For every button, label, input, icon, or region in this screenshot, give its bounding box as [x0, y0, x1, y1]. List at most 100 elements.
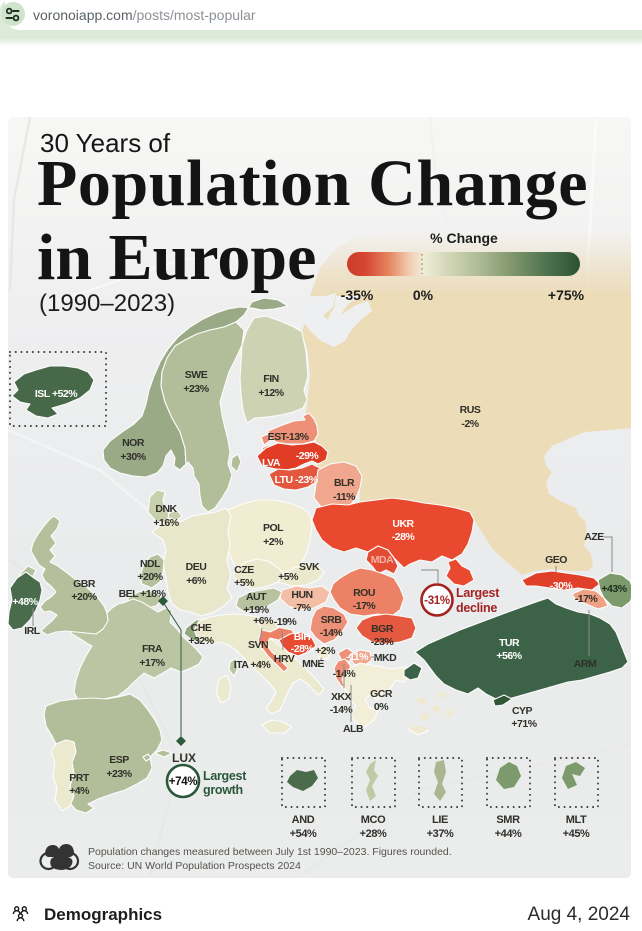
svg-text:HRV: HRV — [274, 653, 295, 665]
svg-text:ALB: ALB — [343, 723, 364, 735]
svg-text:FRA: FRA — [142, 643, 163, 655]
svg-text:MLT: MLT — [566, 814, 587, 826]
svg-text:BGR: BGR — [371, 623, 394, 635]
svg-text:-7%: -7% — [293, 602, 311, 614]
svg-text:+71%: +71% — [511, 718, 537, 730]
svg-text:+48%: +48% — [12, 596, 38, 608]
svg-text:Source: UN World Population Pr: Source: UN World Population Prospects 20… — [88, 860, 301, 872]
svg-text:-29%: -29% — [296, 450, 320, 462]
svg-text:-30%: -30% — [550, 580, 574, 592]
svg-text:XKX: XKX — [331, 691, 352, 703]
svg-text:-35%: -35% — [341, 287, 374, 303]
svg-text:AUT: AUT — [246, 591, 267, 603]
svg-text:+4%: +4% — [69, 785, 90, 797]
svg-text:ROU: ROU — [353, 587, 375, 599]
svg-text:-28%: -28% — [291, 643, 315, 655]
svg-text:-14%: -14% — [320, 627, 344, 639]
svg-text:+17%: +17% — [139, 657, 165, 669]
svg-text:ISL +52%: ISL +52% — [35, 388, 78, 400]
svg-text:LTU -23%: LTU -23% — [274, 474, 318, 486]
svg-text:LVA: LVA — [262, 457, 281, 469]
svg-text:CZE: CZE — [234, 564, 254, 576]
svg-text:SMR: SMR — [496, 814, 520, 826]
svg-text:+54%: +54% — [290, 828, 317, 840]
svg-text:+30%: +30% — [120, 451, 146, 463]
svg-text:+32%: +32% — [188, 635, 214, 647]
svg-text:ARM: ARM — [574, 658, 597, 670]
svg-text:+20%: +20% — [137, 571, 163, 583]
svg-text:+6%: +6% — [253, 615, 274, 627]
svg-text:+23%: +23% — [106, 768, 132, 780]
svg-text:+5%: +5% — [234, 577, 255, 589]
svg-text:NOR: NOR — [122, 437, 145, 449]
svg-text:-11%: -11% — [346, 651, 369, 663]
svg-text:+45%: +45% — [563, 828, 590, 840]
svg-text:Largest: Largest — [203, 769, 247, 783]
svg-text:CHE: CHE — [191, 622, 212, 634]
svg-text:+56%: +56% — [496, 650, 522, 662]
svg-text:+44%: +44% — [495, 828, 522, 840]
svg-text:+23%: +23% — [183, 383, 209, 395]
svg-text:+74%: +74% — [169, 776, 198, 788]
svg-text:FIN: FIN — [263, 373, 278, 385]
svg-text:0%: 0% — [413, 287, 434, 303]
svg-text:(1990–2023): (1990–2023) — [39, 290, 175, 317]
svg-text:SVK: SVK — [299, 561, 320, 573]
svg-text:+16%: +16% — [153, 517, 179, 529]
svg-text:MKD: MKD — [374, 652, 397, 664]
svg-text:POL: POL — [263, 522, 284, 534]
svg-text:PRT: PRT — [69, 772, 90, 784]
svg-text:SRB: SRB — [321, 614, 343, 626]
svg-text:SWE: SWE — [185, 369, 208, 381]
svg-text:in Europe: in Europe — [37, 221, 316, 294]
svg-text:ESP: ESP — [109, 754, 129, 766]
svg-text:-19%: -19% — [274, 616, 298, 628]
svg-text:+12%: +12% — [258, 387, 284, 399]
svg-text:UKR: UKR — [392, 518, 414, 530]
svg-text:DNK: DNK — [155, 503, 177, 515]
svg-text:GEO: GEO — [545, 554, 567, 566]
svg-text:HUN: HUN — [291, 589, 312, 601]
svg-text:ITA +4%: ITA +4% — [234, 659, 272, 671]
svg-text:0%: 0% — [374, 701, 389, 713]
svg-text:MDA: MDA — [371, 554, 394, 566]
svg-text:AZE: AZE — [584, 531, 604, 543]
svg-text:MCO: MCO — [361, 814, 386, 826]
svg-text:+19%: +19% — [243, 604, 269, 616]
svg-text:AND: AND — [292, 814, 315, 826]
svg-text:% Change: % Change — [430, 230, 498, 246]
svg-text:-14%: -14% — [333, 668, 357, 680]
svg-text:GCR: GCR — [370, 688, 393, 700]
svg-text:-2%: -2% — [461, 418, 479, 430]
svg-text:BIH: BIH — [294, 631, 311, 643]
svg-text:decline: decline — [456, 601, 497, 615]
svg-text:-14%: -14% — [330, 704, 354, 716]
svg-text:BLR: BLR — [334, 477, 355, 489]
svg-text:+43%: +43% — [601, 583, 627, 595]
svg-text:-17%: -17% — [575, 593, 599, 605]
svg-text:+5%: +5% — [278, 571, 299, 583]
svg-text:+37%: +37% — [427, 828, 454, 840]
svg-text:+28%: +28% — [360, 828, 387, 840]
svg-text:TUR: TUR — [499, 637, 520, 649]
svg-text:IRL: IRL — [24, 625, 41, 637]
svg-text:-23%: -23% — [371, 636, 395, 648]
svg-text:+2%: +2% — [263, 536, 284, 548]
svg-text:-11%: -11% — [333, 491, 356, 503]
svg-text:Population changes measured be: Population changes measured between July… — [88, 846, 452, 858]
svg-text:NDL: NDL — [140, 558, 161, 570]
svg-text:LIE: LIE — [432, 814, 448, 826]
svg-text:-31%: -31% — [424, 595, 450, 607]
svg-text:30 Years of: 30 Years of — [40, 128, 171, 158]
svg-text:+2%: +2% — [315, 645, 336, 657]
svg-text:RUS: RUS — [460, 404, 481, 416]
svg-text:SVN: SVN — [248, 639, 268, 651]
svg-text:BEL +18%: BEL +18% — [119, 588, 167, 600]
svg-text:+6%: +6% — [186, 575, 207, 587]
svg-text:-28%: -28% — [392, 531, 416, 543]
svg-text:+75%: +75% — [548, 287, 585, 303]
svg-text:GBR: GBR — [73, 578, 96, 590]
svg-text:LUX: LUX — [172, 751, 196, 765]
svg-text:-17%: -17% — [353, 600, 377, 612]
svg-text:CYP: CYP — [512, 705, 533, 717]
